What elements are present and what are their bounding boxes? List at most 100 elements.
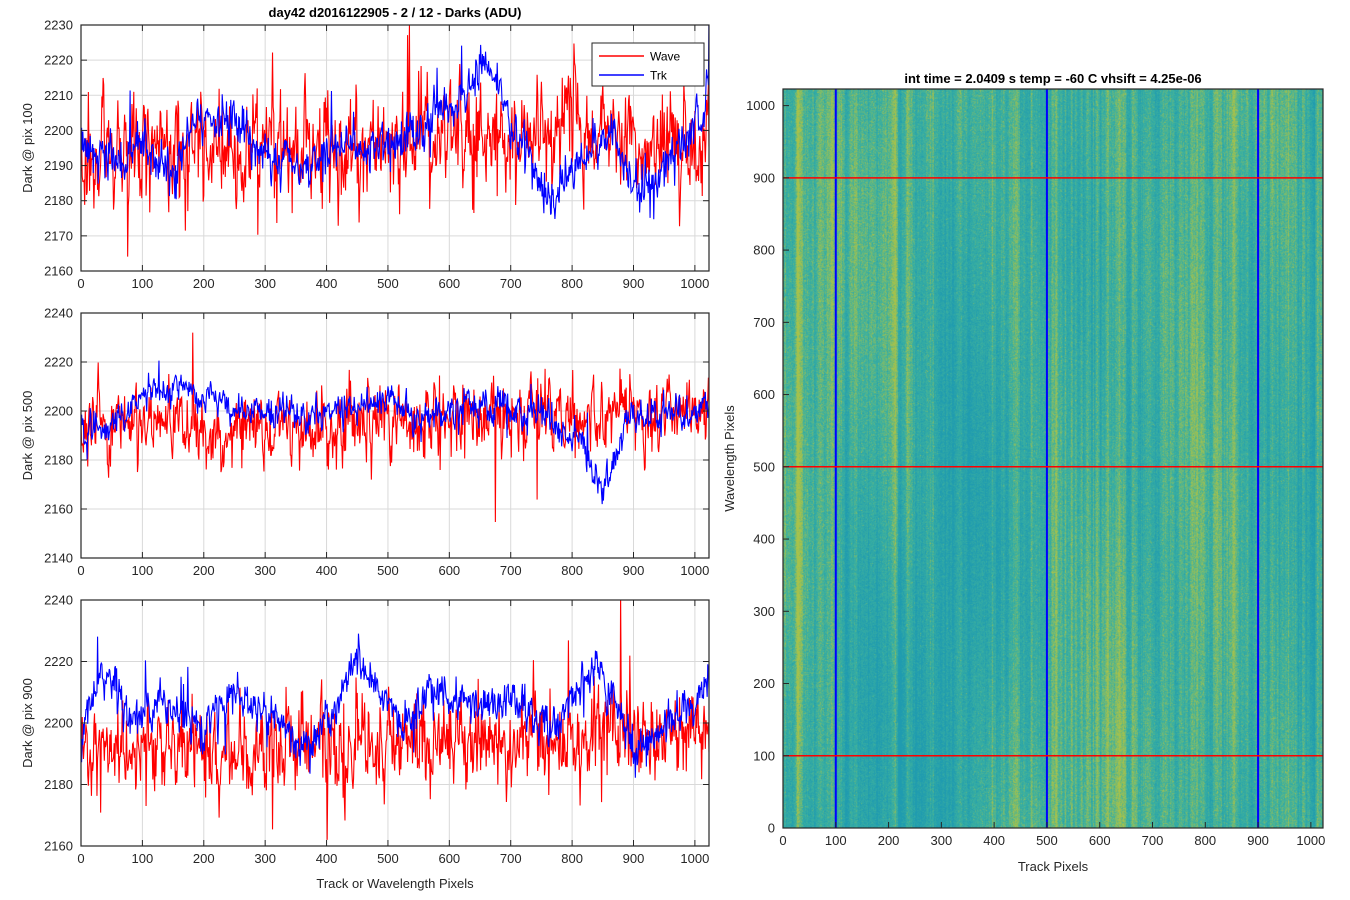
- y-tick-label: 2180: [44, 453, 73, 468]
- x-tick-label: 100: [132, 851, 154, 866]
- series-line-wave: [81, 332, 709, 523]
- y-tick-label: 400: [753, 532, 775, 547]
- x-tick-label: 500: [377, 563, 399, 578]
- x-tick-label: 0: [77, 563, 84, 578]
- y-tick-label: 2180: [44, 777, 73, 792]
- axes-frame: [80, 24, 710, 272]
- y-tick-label: 500: [753, 459, 775, 474]
- x-tick-label: 600: [1089, 833, 1111, 848]
- x-tick-label: 300: [254, 276, 276, 291]
- x-tick-label: 1000: [680, 851, 709, 866]
- y-tick-label: 2200: [44, 716, 73, 731]
- y-tick-label: 2200: [44, 123, 73, 138]
- y-axis-label: Dark @ pix 100: [20, 103, 35, 193]
- series-line-wave: [81, 25, 709, 257]
- series-line-trk: [81, 25, 709, 220]
- legend-label-wave: Wave: [650, 50, 681, 64]
- x-tick-label: 700: [500, 851, 522, 866]
- plot-area: [81, 313, 709, 558]
- x-tick-label: 600: [438, 563, 460, 578]
- x-tick-label: 1000: [1296, 833, 1325, 848]
- x-tick-label: 0: [77, 851, 84, 866]
- figure-title: day42 d2016122905 - 2 / 12 - Darks (ADU): [269, 5, 522, 20]
- x-tick-label: 200: [193, 851, 215, 866]
- x-tick-label: 700: [1142, 833, 1164, 848]
- x-tick-label: 300: [254, 563, 276, 578]
- y-tick-label: 300: [753, 604, 775, 619]
- y-tick-label: 900: [753, 170, 775, 185]
- x-tick-label: 600: [438, 851, 460, 866]
- x-tick-label: 0: [779, 833, 786, 848]
- x-tick-label: 0: [77, 276, 84, 291]
- y-tick-label: 2160: [44, 264, 73, 279]
- y-tick-label: 2170: [44, 228, 73, 243]
- x-tick-label: 100: [825, 833, 847, 848]
- y-tick-label: 600: [753, 387, 775, 402]
- axes-frame: [80, 312, 710, 559]
- y-tick-label: 0: [768, 821, 775, 836]
- y-tick-label: 2220: [44, 53, 73, 68]
- y-tick-label: 2240: [44, 593, 73, 608]
- y-tick-label: 200: [753, 676, 775, 691]
- y-tick-label: 2210: [44, 88, 73, 103]
- x-tick-label: 900: [623, 276, 645, 291]
- x-axis-label: Track or Wavelength Pixels: [316, 876, 474, 891]
- line-panel-pix-100: 0 100 200 300 400 500 600 700 800 900 1000 2160 2170…: [20, 18, 710, 291]
- legend-box: [591, 42, 705, 87]
- x-tick-label: 600: [438, 276, 460, 291]
- legend: Wave Trk: [591, 42, 705, 87]
- x-tick-label: 500: [1036, 833, 1058, 848]
- y-tick-label: 700: [753, 315, 775, 330]
- x-tick-label: 800: [561, 851, 583, 866]
- y-axis-label: Dark @ pix 500: [20, 391, 35, 481]
- x-tick-label: 400: [316, 851, 338, 866]
- series-line-trk: [81, 360, 709, 505]
- x-tick-label: 400: [316, 563, 338, 578]
- axes-frame: [782, 88, 1324, 829]
- series-line-wave: [81, 600, 709, 840]
- x-tick-label: 300: [931, 833, 953, 848]
- y-tick-label: 1000: [746, 98, 775, 113]
- series-line-trk: [81, 633, 709, 778]
- y-tick-label: 2180: [44, 193, 73, 208]
- x-tick-label: 1000: [680, 276, 709, 291]
- legend-label-trk: Trk: [650, 69, 668, 83]
- x-tick-label: 800: [1194, 833, 1216, 848]
- y-tick-label: 2160: [44, 502, 73, 517]
- line-panel-pix-900: 0 100 200 300 400 500 600 700 800 900 1000 2160 2180…: [20, 593, 710, 866]
- y-tick-label: 2220: [44, 355, 73, 370]
- y-axis-label: Dark @ pix 900: [20, 678, 35, 768]
- x-tick-label: 900: [623, 851, 645, 866]
- y-tick-label: 2240: [44, 306, 73, 321]
- x-tick-label: 500: [377, 276, 399, 291]
- x-tick-label: 400: [983, 833, 1005, 848]
- y-tick-label: 2160: [44, 839, 73, 854]
- x-tick-label: 400: [316, 276, 338, 291]
- x-tick-label: 900: [623, 563, 645, 578]
- heatmap-x-axis-label: Track Pixels: [1018, 859, 1089, 874]
- x-tick-label: 100: [132, 563, 154, 578]
- y-tick-label: 2220: [44, 654, 73, 669]
- heatmap-image: [783, 89, 1323, 828]
- x-tick-label: 700: [500, 563, 522, 578]
- y-tick-label: 2230: [44, 18, 73, 33]
- y-tick-label: 100: [753, 748, 775, 763]
- y-tick-label: 800: [753, 243, 775, 258]
- y-tick-label: 2140: [44, 551, 73, 566]
- y-tick-label: 2200: [44, 404, 73, 419]
- x-tick-label: 200: [193, 563, 215, 578]
- heatmap-title: int time = 2.0409 s temp = -60 C vhsift …: [904, 71, 1201, 86]
- x-tick-label: 200: [878, 833, 900, 848]
- x-tick-label: 900: [1247, 833, 1269, 848]
- x-tick-label: 500: [377, 851, 399, 866]
- x-tick-label: 1000: [680, 563, 709, 578]
- x-tick-label: 200: [193, 276, 215, 291]
- heatmap-panel: 0 100 200 300 400 500 600 700 800 900 1000 0 100 200 3…: [722, 71, 1325, 874]
- x-tick-label: 700: [500, 276, 522, 291]
- x-tick-label: 800: [561, 563, 583, 578]
- line-panel-pix-500: 0 100 200 300 400 500 600 700 800 900 1000 2140 2160…: [20, 306, 710, 578]
- heatmap-y-axis-label: Wavelength Pixels: [722, 405, 737, 512]
- x-tick-label: 100: [132, 276, 154, 291]
- y-tick-label: 2190: [44, 158, 73, 173]
